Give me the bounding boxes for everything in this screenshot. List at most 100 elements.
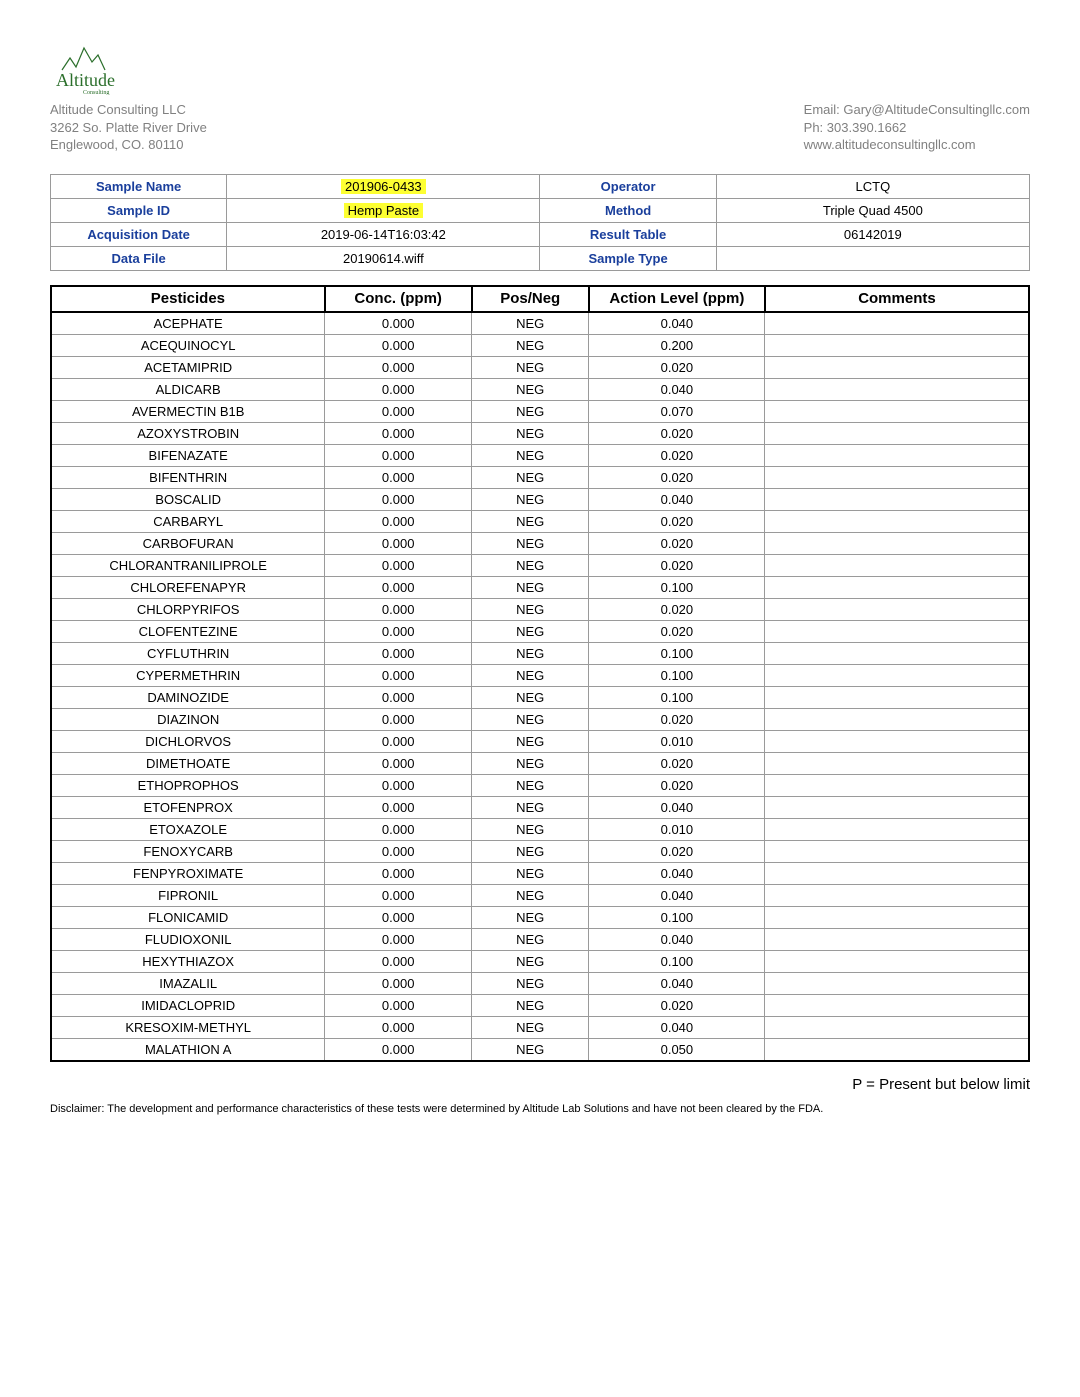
cell-p: KRESOXIM-METHYL: [51, 1017, 325, 1039]
cell-cm: [765, 555, 1029, 577]
cell-c: 0.000: [325, 335, 472, 357]
cell-p: FENPYROXIMATE: [51, 863, 325, 885]
cell-al: 0.040: [589, 379, 765, 401]
cell-c: 0.000: [325, 709, 472, 731]
cell-al: 0.040: [589, 312, 765, 335]
cell-al: 0.010: [589, 819, 765, 841]
cell-c: 0.000: [325, 401, 472, 423]
cell-p: ACEQUINOCYL: [51, 335, 325, 357]
table-row: BIFENAZATE0.000NEG0.020: [51, 445, 1029, 467]
cell-cm: [765, 687, 1029, 709]
label-result-table: Result Table: [540, 222, 716, 246]
cell-p: MALATHION A: [51, 1039, 325, 1062]
cell-c: 0.000: [325, 753, 472, 775]
cell-cm: [765, 335, 1029, 357]
cell-c: 0.000: [325, 312, 472, 335]
header-comments: Comments: [765, 286, 1029, 313]
cell-pn: NEG: [472, 401, 589, 423]
logo-block: Altitude Consulting Altitude Consulting …: [50, 40, 207, 154]
cell-pn: NEG: [472, 467, 589, 489]
table-row: ETHOPROPHOS0.000NEG0.020: [51, 775, 1029, 797]
svg-text:Altitude: Altitude: [56, 70, 115, 90]
svg-text:Consulting: Consulting: [83, 90, 109, 95]
table-row: DIMETHOATE0.000NEG0.020: [51, 753, 1029, 775]
cell-c: 0.000: [325, 687, 472, 709]
cell-p: FIPRONIL: [51, 885, 325, 907]
cell-al: 0.020: [589, 995, 765, 1017]
cell-pn: NEG: [472, 533, 589, 555]
cell-cm: [765, 885, 1029, 907]
cell-c: 0.000: [325, 863, 472, 885]
cell-cm: [765, 995, 1029, 1017]
cell-cm: [765, 951, 1029, 973]
table-row: CYFLUTHRIN0.000NEG0.100: [51, 643, 1029, 665]
cell-pn: NEG: [472, 357, 589, 379]
table-row: ACETAMIPRID0.000NEG0.020: [51, 357, 1029, 379]
cell-cm: [765, 1039, 1029, 1062]
cell-pn: NEG: [472, 907, 589, 929]
cell-pn: NEG: [472, 555, 589, 577]
cell-c: 0.000: [325, 665, 472, 687]
label-method: Method: [540, 198, 716, 222]
cell-c: 0.000: [325, 511, 472, 533]
cell-c: 0.000: [325, 467, 472, 489]
cell-p: IMIDACLOPRID: [51, 995, 325, 1017]
table-row: CHLORPYRIFOS0.000NEG0.020: [51, 599, 1029, 621]
cell-pn: NEG: [472, 841, 589, 863]
cell-cm: [765, 753, 1029, 775]
table-row: FIPRONIL0.000NEG0.040: [51, 885, 1029, 907]
table-row: CYPERMETHRIN0.000NEG0.100: [51, 665, 1029, 687]
cell-c: 0.000: [325, 445, 472, 467]
label-data-file: Data File: [51, 246, 227, 270]
disclaimer: Disclaimer: The development and performa…: [50, 1103, 1030, 1115]
cell-cm: [765, 841, 1029, 863]
cell-al: 0.020: [589, 533, 765, 555]
table-row: AVERMECTIN B1B0.000NEG0.070: [51, 401, 1029, 423]
cell-al: 0.040: [589, 489, 765, 511]
cell-c: 0.000: [325, 929, 472, 951]
value-result-table: 06142019: [716, 222, 1029, 246]
contact-phone: Ph: 303.390.1662: [804, 119, 1030, 137]
cell-p: CARBOFURAN: [51, 533, 325, 555]
company-addr1: 3262 So. Platte River Drive: [50, 119, 207, 137]
cell-al: 0.020: [589, 621, 765, 643]
cell-pn: NEG: [472, 863, 589, 885]
contact-email: Email: Gary@AltitudeConsultingllc.com: [804, 101, 1030, 119]
cell-al: 0.100: [589, 577, 765, 599]
cell-pn: NEG: [472, 577, 589, 599]
cell-p: DIAZINON: [51, 709, 325, 731]
cell-c: 0.000: [325, 819, 472, 841]
cell-pn: NEG: [472, 753, 589, 775]
cell-pn: NEG: [472, 423, 589, 445]
cell-pn: NEG: [472, 511, 589, 533]
table-row: IMIDACLOPRID0.000NEG0.020: [51, 995, 1029, 1017]
cell-al: 0.020: [589, 841, 765, 863]
table-row: FENPYROXIMATE0.000NEG0.040: [51, 863, 1029, 885]
cell-pn: NEG: [472, 1039, 589, 1062]
cell-al: 0.100: [589, 907, 765, 929]
table-row: KRESOXIM-METHYL0.000NEG0.040: [51, 1017, 1029, 1039]
cell-p: AVERMECTIN B1B: [51, 401, 325, 423]
cell-c: 0.000: [325, 841, 472, 863]
label-operator: Operator: [540, 174, 716, 198]
cell-cm: [765, 423, 1029, 445]
cell-al: 0.040: [589, 797, 765, 819]
cell-pn: NEG: [472, 489, 589, 511]
cell-cm: [765, 973, 1029, 995]
cell-pn: NEG: [472, 312, 589, 335]
table-row: CLOFENTEZINE0.000NEG0.020: [51, 621, 1029, 643]
cell-p: BIFENTHRIN: [51, 467, 325, 489]
cell-p: FLUDIOXONIL: [51, 929, 325, 951]
cell-al: 0.050: [589, 1039, 765, 1062]
cell-al: 0.100: [589, 643, 765, 665]
cell-p: ALDICARB: [51, 379, 325, 401]
value-data-file: 20190614.wiff: [227, 246, 540, 270]
cell-c: 0.000: [325, 907, 472, 929]
cell-al: 0.040: [589, 929, 765, 951]
cell-al: 0.100: [589, 687, 765, 709]
cell-p: CYPERMETHRIN: [51, 665, 325, 687]
cell-p: CHLORPYRIFOS: [51, 599, 325, 621]
cell-pn: NEG: [472, 379, 589, 401]
table-row: ACEQUINOCYL0.000NEG0.200: [51, 335, 1029, 357]
contact-web: www.altitudeconsultingllc.com: [804, 136, 1030, 154]
